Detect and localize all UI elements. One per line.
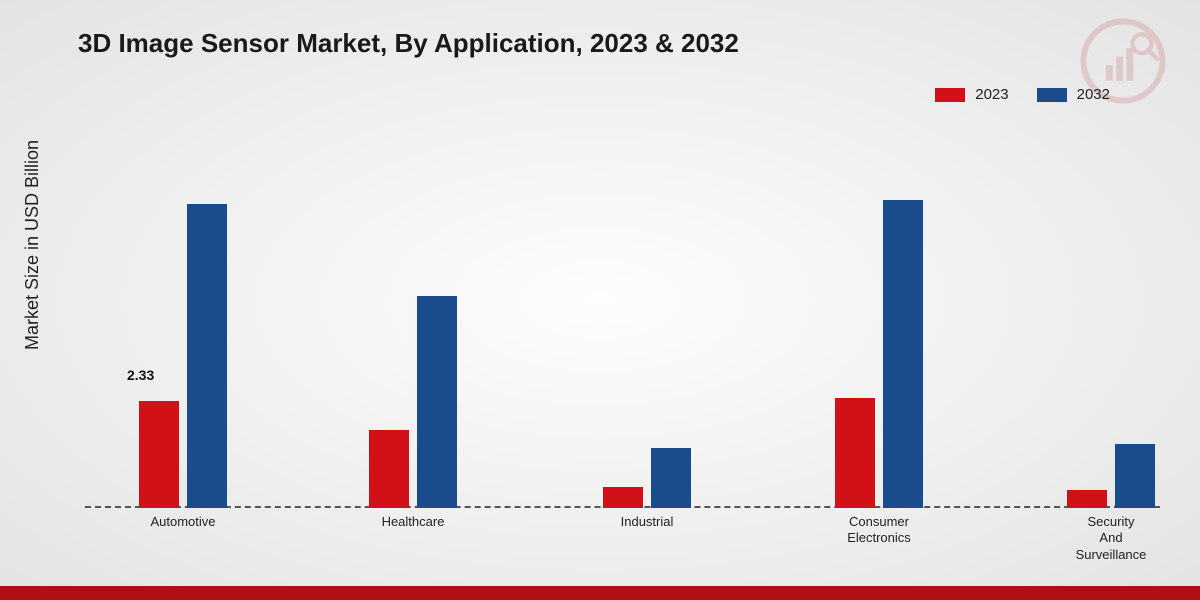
bar-2032 [1115,444,1155,508]
bar-2032 [651,448,691,508]
bar-group: 2.33 [123,204,243,508]
chart-container: 3D Image Sensor Market, By Application, … [0,0,1200,600]
legend-item-2032: 2032 [1037,86,1110,103]
chart-title: 3D Image Sensor Market, By Application, … [78,28,739,59]
legend-label-2032: 2032 [1077,86,1110,103]
category-label: ConsumerElectronics [799,514,959,547]
bar-2023 [369,430,409,508]
y-axis-label: Market Size in USD Billion [22,140,43,350]
legend-swatch-2032 [1037,88,1067,102]
category-label: Automotive [103,514,263,530]
bar-group [819,200,939,508]
category-label: Healthcare [333,514,493,530]
bar-2032 [417,296,457,508]
category-label: Industrial [567,514,727,530]
category-label: SecurityAndSurveillance [1031,514,1191,563]
bar-group [587,448,707,508]
bar-2023 [835,398,875,508]
footer-accent-bar [0,586,1200,600]
legend-swatch-2023 [935,88,965,102]
chart-plot-area: 2.33 [85,140,1160,508]
category-labels-row: Automotive Healthcare Industrial ConsumerEl… [85,508,1160,560]
legend-label-2023: 2023 [975,86,1008,103]
bar-2023 [603,487,643,508]
bar-group [1051,444,1171,508]
bar-2032 [187,204,227,508]
bar-2032 [883,200,923,508]
bar-value-label: 2.33 [127,367,154,383]
legend-item-2023: 2023 [935,86,1008,103]
bar-2023 [139,401,179,508]
legend: 2023 2032 [935,86,1110,103]
bar-group [353,296,473,508]
bar-2023 [1067,490,1107,508]
